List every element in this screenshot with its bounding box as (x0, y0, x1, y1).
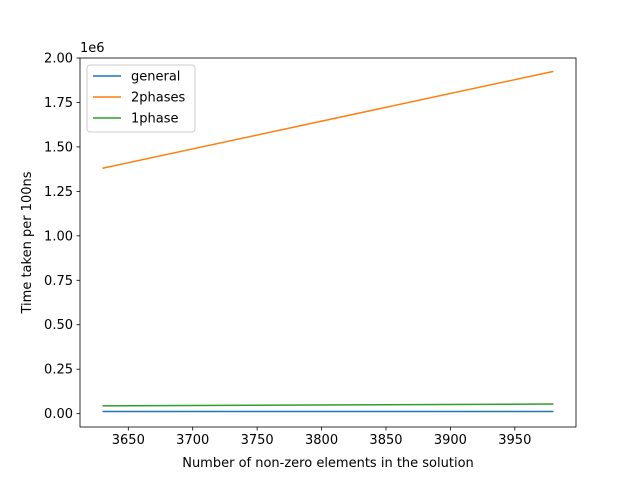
x-tick-label: 3950 (498, 433, 531, 448)
y-tick-label: 0.00 (44, 407, 73, 422)
series-line-2phases (102, 70, 554, 169)
legend-label-1phase: 1phase (131, 112, 179, 127)
legend: general 2phases 1phase (86, 64, 196, 133)
y-tick-label: 1.75 (44, 96, 73, 111)
y-axis: 0.00 0.25 0.50 0.75 1.00 1.25 1.50 1.75 2.00 (44, 52, 80, 422)
y-tick-label: 0.50 (44, 318, 73, 333)
y-axis-label: Time taken per 100ns (20, 171, 35, 314)
x-axis-label: Number of non-zero elements in the solut… (182, 456, 474, 471)
legend-label-general: general (131, 70, 180, 85)
x-tick-label: 3850 (369, 433, 402, 448)
legend-label-2phases: 2phases (131, 91, 185, 106)
x-tick-label: 3750 (241, 433, 274, 448)
series-line-1phase (102, 403, 554, 407)
x-tick-label: 3800 (305, 433, 338, 448)
y-tick-label: 1.50 (44, 140, 73, 155)
y-tick-label: 2.00 (44, 52, 73, 67)
y-offset-label: 1e6 (80, 41, 105, 56)
x-axis: 3650 3700 3750 3800 3850 3900 3950 (112, 427, 531, 448)
series-layer (102, 70, 554, 413)
y-tick-label: 0.75 (44, 274, 73, 289)
plot-area: 3650 3700 3750 3800 3850 3900 3950 0.00 0.25 0.5… (44, 52, 577, 448)
legend-box (86, 64, 196, 133)
axes-frame (79, 57, 577, 428)
x-tick-label: 3900 (434, 433, 467, 448)
x-tick-label: 3700 (176, 433, 209, 448)
y-tick-label: 1.00 (44, 229, 73, 244)
x-tick-label: 3650 (112, 433, 145, 448)
y-tick-label: 1.25 (44, 185, 73, 200)
y-tick-label: 0.25 (44, 363, 73, 378)
